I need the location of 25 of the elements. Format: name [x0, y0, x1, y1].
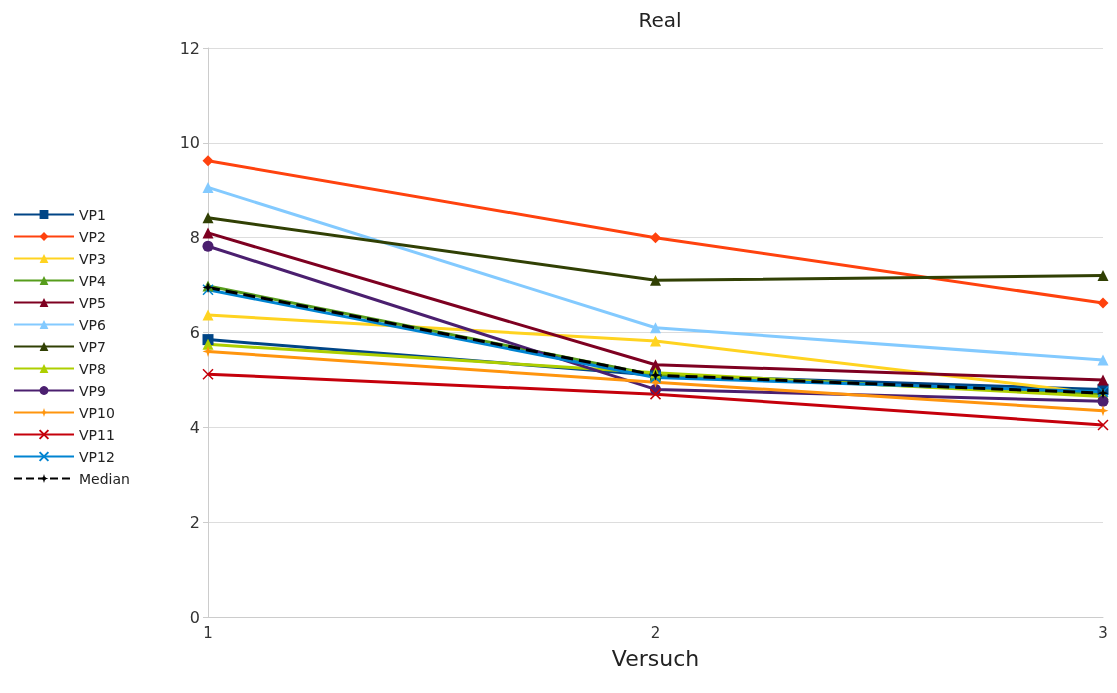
- y-tick-label: 4: [189, 417, 200, 437]
- y-tick-label: 12: [179, 38, 200, 58]
- y-tick-label: 0: [189, 607, 200, 627]
- legend-label: VP7: [79, 338, 106, 355]
- x-tick-label: 2: [650, 623, 661, 642]
- x-tick-label: 1: [203, 623, 213, 642]
- legend-label: VP10: [79, 404, 115, 421]
- y-tick-label: 2: [189, 512, 200, 532]
- legend-label: VP8: [79, 360, 106, 377]
- legend-label: Median: [79, 470, 130, 487]
- legend-label: VP9: [79, 382, 106, 399]
- chart-title: Real: [638, 8, 682, 32]
- legend-label: VP2: [79, 228, 106, 245]
- legend-label: VP1: [79, 206, 106, 223]
- x-tick-label: 3: [1098, 623, 1108, 642]
- x-axis-title: Versuch: [611, 645, 700, 671]
- y-tick-label: 10: [179, 133, 200, 153]
- legend-label: VP5: [79, 294, 106, 311]
- legend-label: VP6: [79, 316, 107, 333]
- legend-label: VP4: [79, 272, 107, 289]
- legend-label: VP12: [79, 448, 115, 465]
- legend-label: VP11: [79, 426, 115, 443]
- y-tick-label: 8: [189, 228, 200, 248]
- y-tick-label: 6: [189, 323, 200, 342]
- legend-label: VP3: [79, 250, 106, 267]
